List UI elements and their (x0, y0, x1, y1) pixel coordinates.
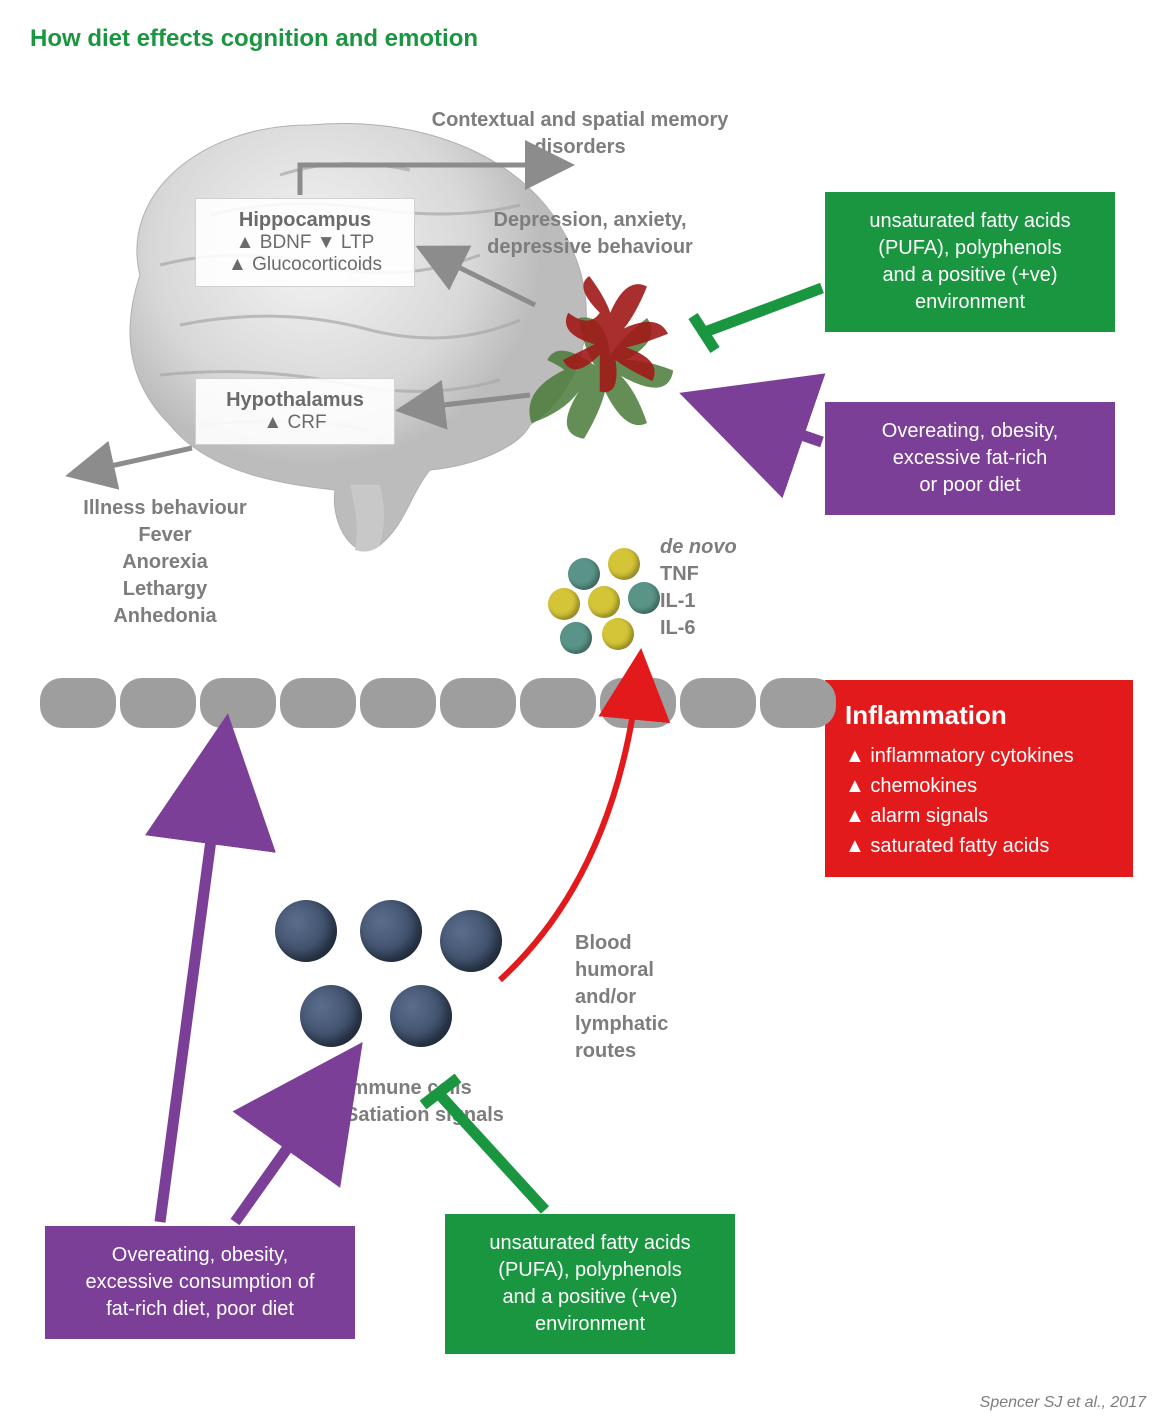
green-box-top: unsaturated fatty acids (PUFA), polyphen… (825, 192, 1115, 332)
depression-label: Depression, anxiety, depressive behaviou… (470, 207, 710, 261)
inflammation-item-3: ▲ alarm signals (845, 801, 1113, 831)
hippocampus-line2: ▲ Glucocorticoids (210, 254, 400, 276)
cytokine-icon (602, 618, 634, 650)
cytokine-icon (548, 588, 580, 620)
barrier-cell (200, 678, 276, 728)
immune-cell-icon (360, 900, 422, 962)
cytokine-icon (568, 558, 600, 590)
immune-cell-icon (300, 985, 362, 1047)
immune-cell-icon (440, 910, 502, 972)
immune-cell-icon (390, 985, 452, 1047)
inflammation-item-1: ▲ inflammatory cytokines (845, 741, 1113, 771)
purple-box-bottom: Overeating, obesity, excessive consumpti… (45, 1226, 355, 1339)
green-box-bottom: unsaturated fatty acids (PUFA), polyphen… (445, 1214, 735, 1354)
hypothalamus-box: Hypothalamus ▲ CRF (195, 378, 395, 445)
cytokine-icon (628, 582, 660, 614)
immune-cell-icon (275, 900, 337, 962)
barrier-cell (360, 678, 436, 728)
hippocampus-line1: ▲ BDNF ▼ LTP (210, 232, 400, 254)
inflammation-item-2: ▲ chemokines (845, 771, 1113, 801)
barrier-cell (680, 678, 756, 728)
citation: Spencer SJ et al., 2017 (980, 1394, 1146, 1412)
immune-cells-label: Immune cells Satiation signals (345, 1075, 504, 1129)
inflammation-item-4: ▲ saturated fatty acids (845, 831, 1113, 861)
barrier-cell (600, 678, 676, 728)
inflammation-box: Inflammation ▲ inflammatory cytokines ▲ … (825, 680, 1133, 877)
cytokine-icon (588, 586, 620, 618)
cytokine-icon (560, 622, 592, 654)
purple-box-top: Overeating, obesity, excessive fat-rich … (825, 402, 1115, 515)
cytokine-icon (608, 548, 640, 580)
hypothalamus-line1: ▲ CRF (210, 412, 380, 434)
barrier-cell (520, 678, 596, 728)
hypothalamus-title: Hypothalamus (210, 389, 380, 412)
barrier-cell (440, 678, 516, 728)
denovo-label: de novo TNF IL-1 IL-6 (660, 534, 737, 642)
inflammation-title: Inflammation (845, 696, 1113, 735)
barrier-cell (760, 678, 836, 728)
memory-disorders-label: Contextual and spatial memory disorders (410, 107, 750, 161)
barrier-cell (120, 678, 196, 728)
microglia-illustration (500, 255, 710, 465)
diagram-title: How diet effects cognition and emotion (30, 25, 478, 53)
hippocampus-title: Hippocampus (210, 209, 400, 232)
blood-routes-label: Blood humoral and/or lymphatic routes (575, 930, 668, 1065)
illness-label: Illness behaviour Fever Anorexia Letharg… (75, 495, 255, 630)
barrier-cell (280, 678, 356, 728)
hippocampus-box: Hippocampus ▲ BDNF ▼ LTP ▲ Glucocorticoi… (195, 198, 415, 287)
barrier-cell (40, 678, 116, 728)
